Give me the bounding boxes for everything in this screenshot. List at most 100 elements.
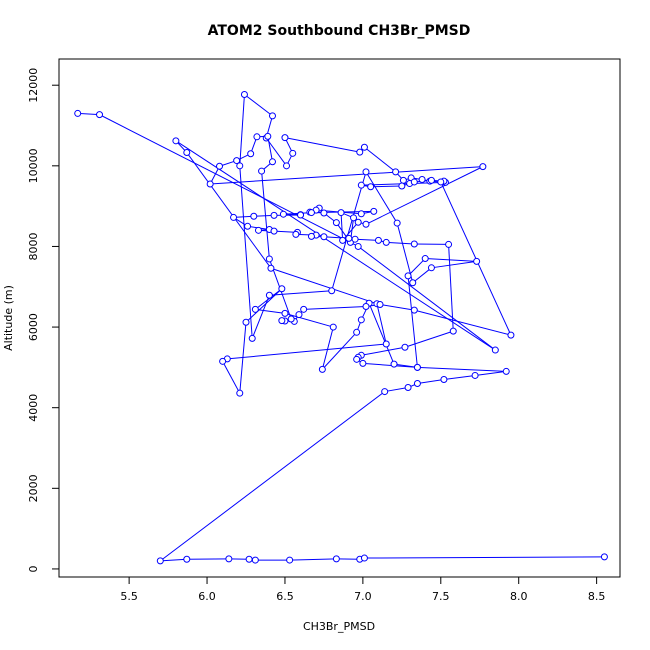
y-axis-label: Altitude (m) — [2, 285, 15, 351]
series-line-segment — [245, 288, 283, 323]
data-point — [230, 213, 238, 221]
data-point — [96, 111, 104, 119]
data-point — [318, 365, 326, 373]
series-line-segment — [448, 244, 454, 332]
data-point — [251, 556, 259, 564]
data-point — [254, 226, 262, 234]
data-point — [156, 557, 164, 565]
data-point — [240, 90, 248, 98]
series-line-segment — [404, 330, 454, 348]
data-point — [320, 233, 328, 241]
data-point — [353, 355, 361, 363]
data-point — [245, 555, 253, 563]
series-line-segment — [269, 290, 332, 296]
series-line-segment — [186, 152, 272, 269]
series-line-segment — [364, 556, 605, 559]
data-point — [74, 109, 82, 117]
data-point — [356, 148, 364, 156]
x-tick-label: 8.5 — [588, 590, 606, 603]
data-point — [297, 211, 305, 219]
series-line-segment — [368, 303, 395, 365]
data-point — [350, 214, 358, 222]
data-point — [289, 149, 297, 157]
series-line-segment — [265, 137, 287, 167]
data-point — [473, 257, 481, 265]
data-point — [265, 291, 273, 299]
data-point — [362, 303, 370, 311]
x-tick-label: 7.5 — [432, 590, 450, 603]
series-line-segment — [261, 171, 270, 259]
data-point — [471, 371, 479, 379]
data-point — [337, 209, 345, 217]
series-line-segment — [414, 309, 512, 336]
data-point — [401, 343, 409, 351]
series-line-segment — [357, 246, 496, 351]
series-line-segment — [175, 140, 496, 351]
data-point — [251, 305, 259, 313]
data-point — [491, 346, 499, 354]
data-point — [292, 230, 300, 238]
y-tick-label: 2000 — [27, 474, 40, 502]
series-line-segment — [376, 303, 387, 345]
data-point — [409, 279, 417, 287]
y-tick-label: 6000 — [27, 313, 40, 341]
y-tick-label: 8000 — [27, 232, 40, 260]
data-point — [268, 158, 276, 166]
data-point — [300, 305, 308, 313]
y-tick-label: 10000 — [27, 148, 40, 183]
data-point — [437, 178, 445, 186]
data-point — [376, 300, 384, 308]
series-line-segment — [370, 185, 402, 188]
data-point — [278, 317, 286, 325]
data-point — [367, 183, 375, 191]
series-line-segment — [77, 112, 100, 116]
data-point — [242, 318, 250, 326]
data-point — [339, 236, 347, 244]
data-point — [183, 149, 191, 157]
y-axis: 0 2000 4000 6000 8000 10000 12000 — [27, 68, 60, 572]
series-line-segment — [239, 94, 245, 166]
series-line-segment — [239, 322, 247, 394]
data-point — [479, 163, 487, 171]
series-line-segment — [222, 361, 241, 394]
data-point — [357, 181, 365, 189]
data-point — [172, 137, 180, 145]
data-point — [219, 357, 227, 365]
series-line-segment — [255, 308, 286, 314]
data-point — [278, 285, 286, 293]
x-tick-label: 8.0 — [510, 590, 528, 603]
data-point — [382, 238, 390, 246]
data-point — [265, 255, 273, 263]
data-point — [244, 222, 252, 230]
series-line-segment — [284, 312, 334, 328]
x-tick-label: 6.5 — [276, 590, 294, 603]
series-line-segment — [379, 304, 415, 311]
series-line-segment — [210, 166, 483, 185]
series-line-segment — [244, 94, 273, 117]
data-point — [353, 328, 361, 336]
series-line-segment — [412, 267, 432, 284]
data-point — [307, 209, 315, 217]
series-line-segment — [239, 165, 253, 339]
data-point — [233, 157, 241, 165]
series-line-segment — [160, 558, 187, 562]
series-line-segment — [365, 166, 484, 225]
data-point — [264, 132, 272, 140]
data-point — [374, 236, 382, 244]
data-point — [357, 210, 365, 218]
series-line-segment — [386, 241, 415, 245]
data-point — [445, 240, 453, 248]
x-tick-label: 5.5 — [120, 590, 138, 603]
series-line-segment — [340, 212, 344, 241]
series-line-segment — [365, 171, 398, 224]
data-series — [74, 90, 608, 565]
x-axis: 5.5 6.0 6.5 7.0 7.5 8.0 8.5 — [120, 576, 606, 603]
data-point — [413, 363, 421, 371]
series-line-segment — [342, 221, 359, 241]
data-point — [404, 384, 412, 392]
series-line-segment — [331, 171, 367, 291]
data-point — [410, 240, 418, 248]
data-point — [354, 242, 362, 250]
data-point — [307, 232, 315, 240]
